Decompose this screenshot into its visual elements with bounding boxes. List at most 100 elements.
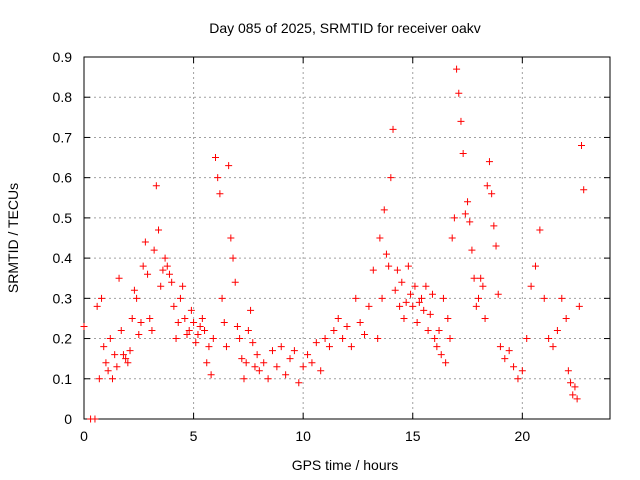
data-point: [496, 343, 504, 351]
data-point: [214, 174, 222, 182]
data-point: [575, 302, 583, 310]
data-point: [273, 363, 281, 371]
data-point: [549, 343, 557, 351]
data-point: [461, 210, 469, 218]
y-tick-label: 0.6: [53, 170, 73, 186]
y-tick-label: 0.8: [53, 89, 73, 105]
data-point: [282, 371, 290, 379]
data-point: [374, 335, 382, 343]
data-point: [510, 363, 518, 371]
data-point: [225, 162, 233, 170]
data-point: [236, 335, 244, 343]
data-point: [442, 359, 450, 367]
data-point: [308, 359, 316, 367]
data-point: [251, 363, 259, 371]
data-point: [437, 351, 445, 359]
data-point: [439, 294, 447, 302]
data-point: [161, 254, 169, 262]
data-point: [255, 367, 263, 375]
data-point: [137, 318, 145, 326]
data-point: [102, 359, 110, 367]
data-point: [411, 282, 419, 290]
data-point: [527, 282, 535, 290]
data-point: [212, 154, 219, 162]
data-point: [567, 379, 575, 387]
data-point: [446, 335, 454, 343]
data-point: [268, 347, 276, 355]
data-point: [201, 327, 209, 335]
data-point: [531, 262, 539, 270]
data-point: [494, 290, 502, 298]
data-point: [159, 266, 167, 274]
data-point: [459, 150, 467, 158]
y-tick-label: 0: [64, 411, 72, 427]
data-point: [124, 359, 132, 367]
data-point: [238, 355, 246, 363]
data-point: [299, 363, 307, 371]
data-point: [155, 226, 163, 234]
data-point: [108, 375, 116, 383]
data-point: [424, 327, 432, 335]
data-point: [295, 379, 303, 387]
data-point: [477, 274, 485, 282]
data-point: [290, 347, 298, 355]
data-point: [181, 314, 189, 322]
data-point: [464, 198, 472, 206]
data-point: [222, 343, 230, 351]
data-point: [231, 278, 239, 286]
x-axis-label: GPS time / hours: [292, 457, 399, 473]
data-point: [244, 327, 252, 335]
data-point: [187, 306, 195, 314]
data-point: [347, 343, 355, 351]
data-point: [100, 343, 108, 351]
data-point: [564, 367, 572, 375]
data-point: [562, 314, 570, 322]
data-point: [148, 327, 156, 335]
data-point: [387, 174, 395, 182]
data-point: [312, 339, 320, 347]
data-point: [170, 302, 178, 310]
data-point: [220, 318, 228, 326]
data-point: [128, 314, 136, 322]
data-point: [407, 290, 415, 298]
data-point: [205, 343, 213, 351]
data-point: [435, 327, 443, 335]
data-point: [380, 206, 388, 214]
data-point: [196, 322, 204, 330]
data-point: [209, 335, 217, 343]
data-point: [115, 274, 123, 282]
data-point: [553, 327, 561, 335]
data-point: [264, 375, 272, 383]
data-point: [339, 335, 347, 343]
data-point: [253, 351, 261, 359]
data-point: [334, 314, 342, 322]
data-point: [227, 234, 235, 242]
data-point: [490, 222, 498, 230]
data-point: [361, 331, 369, 339]
data-point: [573, 395, 581, 403]
data-point: [198, 314, 206, 322]
data-point: [558, 294, 566, 302]
data-point: [106, 335, 114, 343]
data-point: [176, 294, 184, 302]
data-point: [146, 314, 154, 322]
data-point: [325, 343, 333, 351]
y-tick-label: 0.3: [53, 290, 73, 306]
data-point: [514, 375, 522, 383]
data-point: [518, 367, 526, 375]
data-point: [580, 186, 588, 194]
data-point: [505, 347, 513, 355]
data-point: [475, 294, 482, 302]
data-point: [385, 262, 393, 270]
data-point: [203, 359, 211, 367]
data-point: [485, 158, 493, 166]
data-point: [183, 331, 191, 339]
data-point: [165, 270, 173, 278]
data-point: [343, 322, 351, 330]
y-tick-label: 0.5: [53, 210, 73, 226]
data-point: [249, 339, 257, 347]
data-point: [578, 141, 586, 149]
data-point: [122, 355, 130, 363]
data-point: [378, 294, 386, 302]
x-tick-label: 10: [295, 428, 311, 444]
